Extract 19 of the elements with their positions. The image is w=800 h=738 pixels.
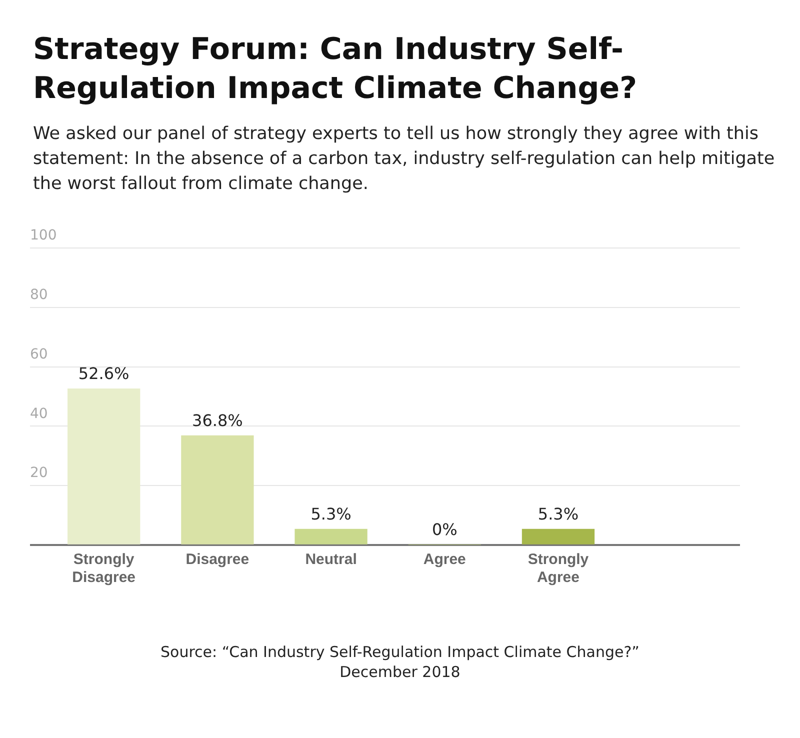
chart-subtitle: We asked our panel of strategy experts to tell us how strongly they agree with this statement: In the absence of a carbon tax, industry self-regulation can help mitigate the worst fallout from climate change.: [33, 123, 776, 196]
y-tick-label: 80: [30, 287, 48, 304]
x-tick-label: Agree: [423, 551, 466, 568]
data-label: 0%: [432, 520, 458, 540]
source-note: Source: “Can Industry Self-Regulation Impact Climate Change?”: [160, 642, 640, 662]
y-tick-label: 20: [30, 465, 48, 482]
y-tick-label: 40: [30, 406, 48, 422]
text: December 2018: [338, 662, 462, 682]
data-label: 36.8%: [192, 410, 243, 430]
data-label: 5.3%: [310, 504, 352, 524]
chart-title: Strategy Forum: Can Industry Self-Regulation Impact Climate Change?: [33, 31, 638, 108]
x-tick-label: Neutral: [305, 551, 357, 568]
y-tick-label: 60: [30, 346, 48, 362]
x-tick-label: Disagree: [186, 551, 250, 568]
x-tick-label: Strongly Disagree: [72, 551, 136, 586]
y-tick-label: 100: [30, 228, 57, 244]
data-label: 5.3%: [538, 504, 579, 524]
x-tick-label: Strongly Agree: [528, 551, 590, 586]
data-label: 52.6%: [78, 364, 130, 383]
